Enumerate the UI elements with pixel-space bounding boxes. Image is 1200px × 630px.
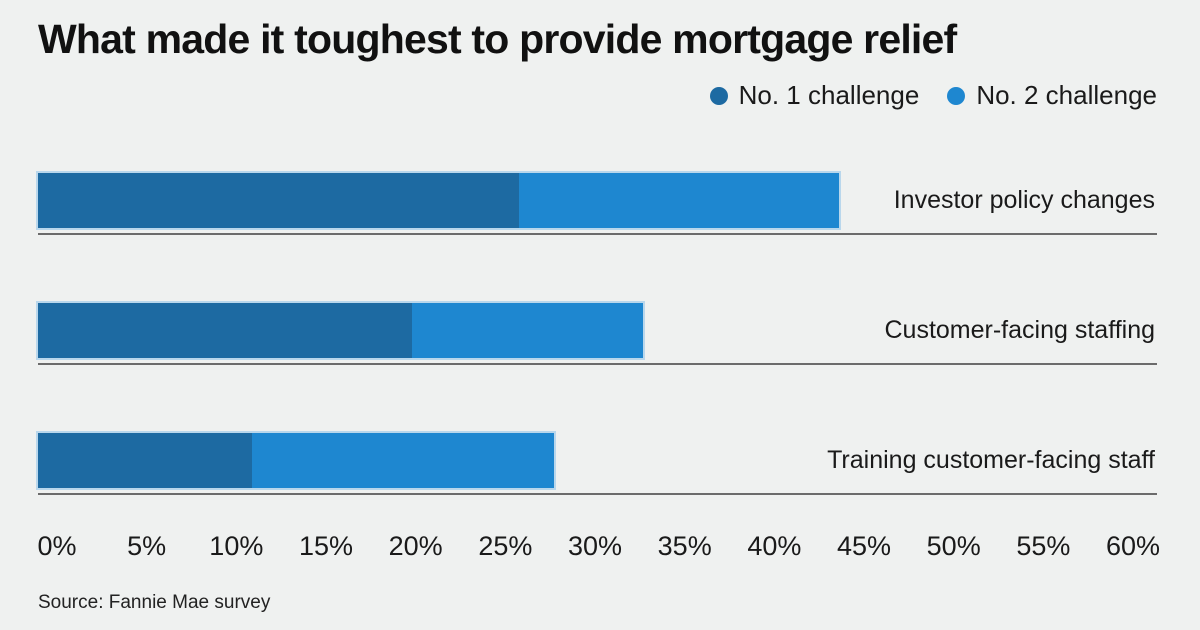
legend-label-no1: No. 1 challenge — [738, 80, 920, 110]
row-baseline — [38, 233, 1157, 235]
x-axis-tick-label: 10% — [209, 531, 264, 561]
x-axis-tick-label: 25% — [478, 531, 533, 561]
x-axis-tick-label: 55% — [1016, 531, 1071, 561]
x-axis-tick-label: 45% — [836, 531, 892, 561]
bar-segment — [38, 433, 252, 488]
legend-swatch-no1-icon — [709, 86, 728, 105]
stacked-bar — [35, 431, 557, 490]
source-note: Source: Fannie Mae survey — [38, 592, 271, 613]
x-axis-tick-label: 60% — [1106, 531, 1161, 561]
category-label: Investor policy changes — [893, 186, 1155, 214]
bar-row: Investor policy changes — [36, 171, 1157, 235]
x-axis-tick-label: 50% — [926, 531, 981, 561]
legend-swatch-no2-icon — [947, 86, 966, 105]
x-axis-tick-label: 30% — [567, 531, 623, 561]
bar-segment — [251, 433, 555, 488]
legend-item-no2-challenge: No. 2 challenge — [947, 80, 1157, 111]
bar-segment — [518, 173, 839, 228]
row-baseline — [38, 363, 1157, 365]
x-axis-tick-label: 40% — [747, 531, 802, 561]
legend-label-no2: No. 2 challenge — [976, 80, 1157, 110]
bar-row: Customer-facing staffing — [35, 301, 1157, 365]
bar-segment — [411, 303, 644, 358]
category-label: Customer-facing staffing — [884, 316, 1156, 344]
x-axis-tick-label: 15% — [298, 531, 354, 561]
stacked-bar — [35, 301, 646, 360]
bar-row: Training customer-facing staff — [35, 431, 1157, 495]
category-label: Training customer-facing staff — [827, 446, 1155, 474]
legend-item-no1-challenge: No. 1 challenge — [709, 80, 920, 111]
row-baseline — [38, 493, 1157, 495]
stacked-bar — [36, 171, 841, 230]
bar-segment — [38, 303, 412, 358]
legend: No. 1 challenge No. 2 challenge — [38, 80, 1157, 111]
plot-area: Investor policy changes Customer-facing s… — [35, 171, 1157, 495]
x-axis-tick-label: 20% — [388, 531, 443, 561]
chart-title: What made it toughest to provide mortgag… — [38, 16, 957, 62]
x-axis-tick-label: 5% — [127, 531, 167, 561]
x-axis-tick-label: 35% — [657, 531, 712, 561]
x-axis-tick-label: 0% — [37, 531, 77, 561]
x-axis: 0% 5% 10% 15% 20% 25% 30% 35% 40% 45% 50% 55% 60% — [37, 531, 1161, 561]
bar-segment — [38, 173, 519, 228]
